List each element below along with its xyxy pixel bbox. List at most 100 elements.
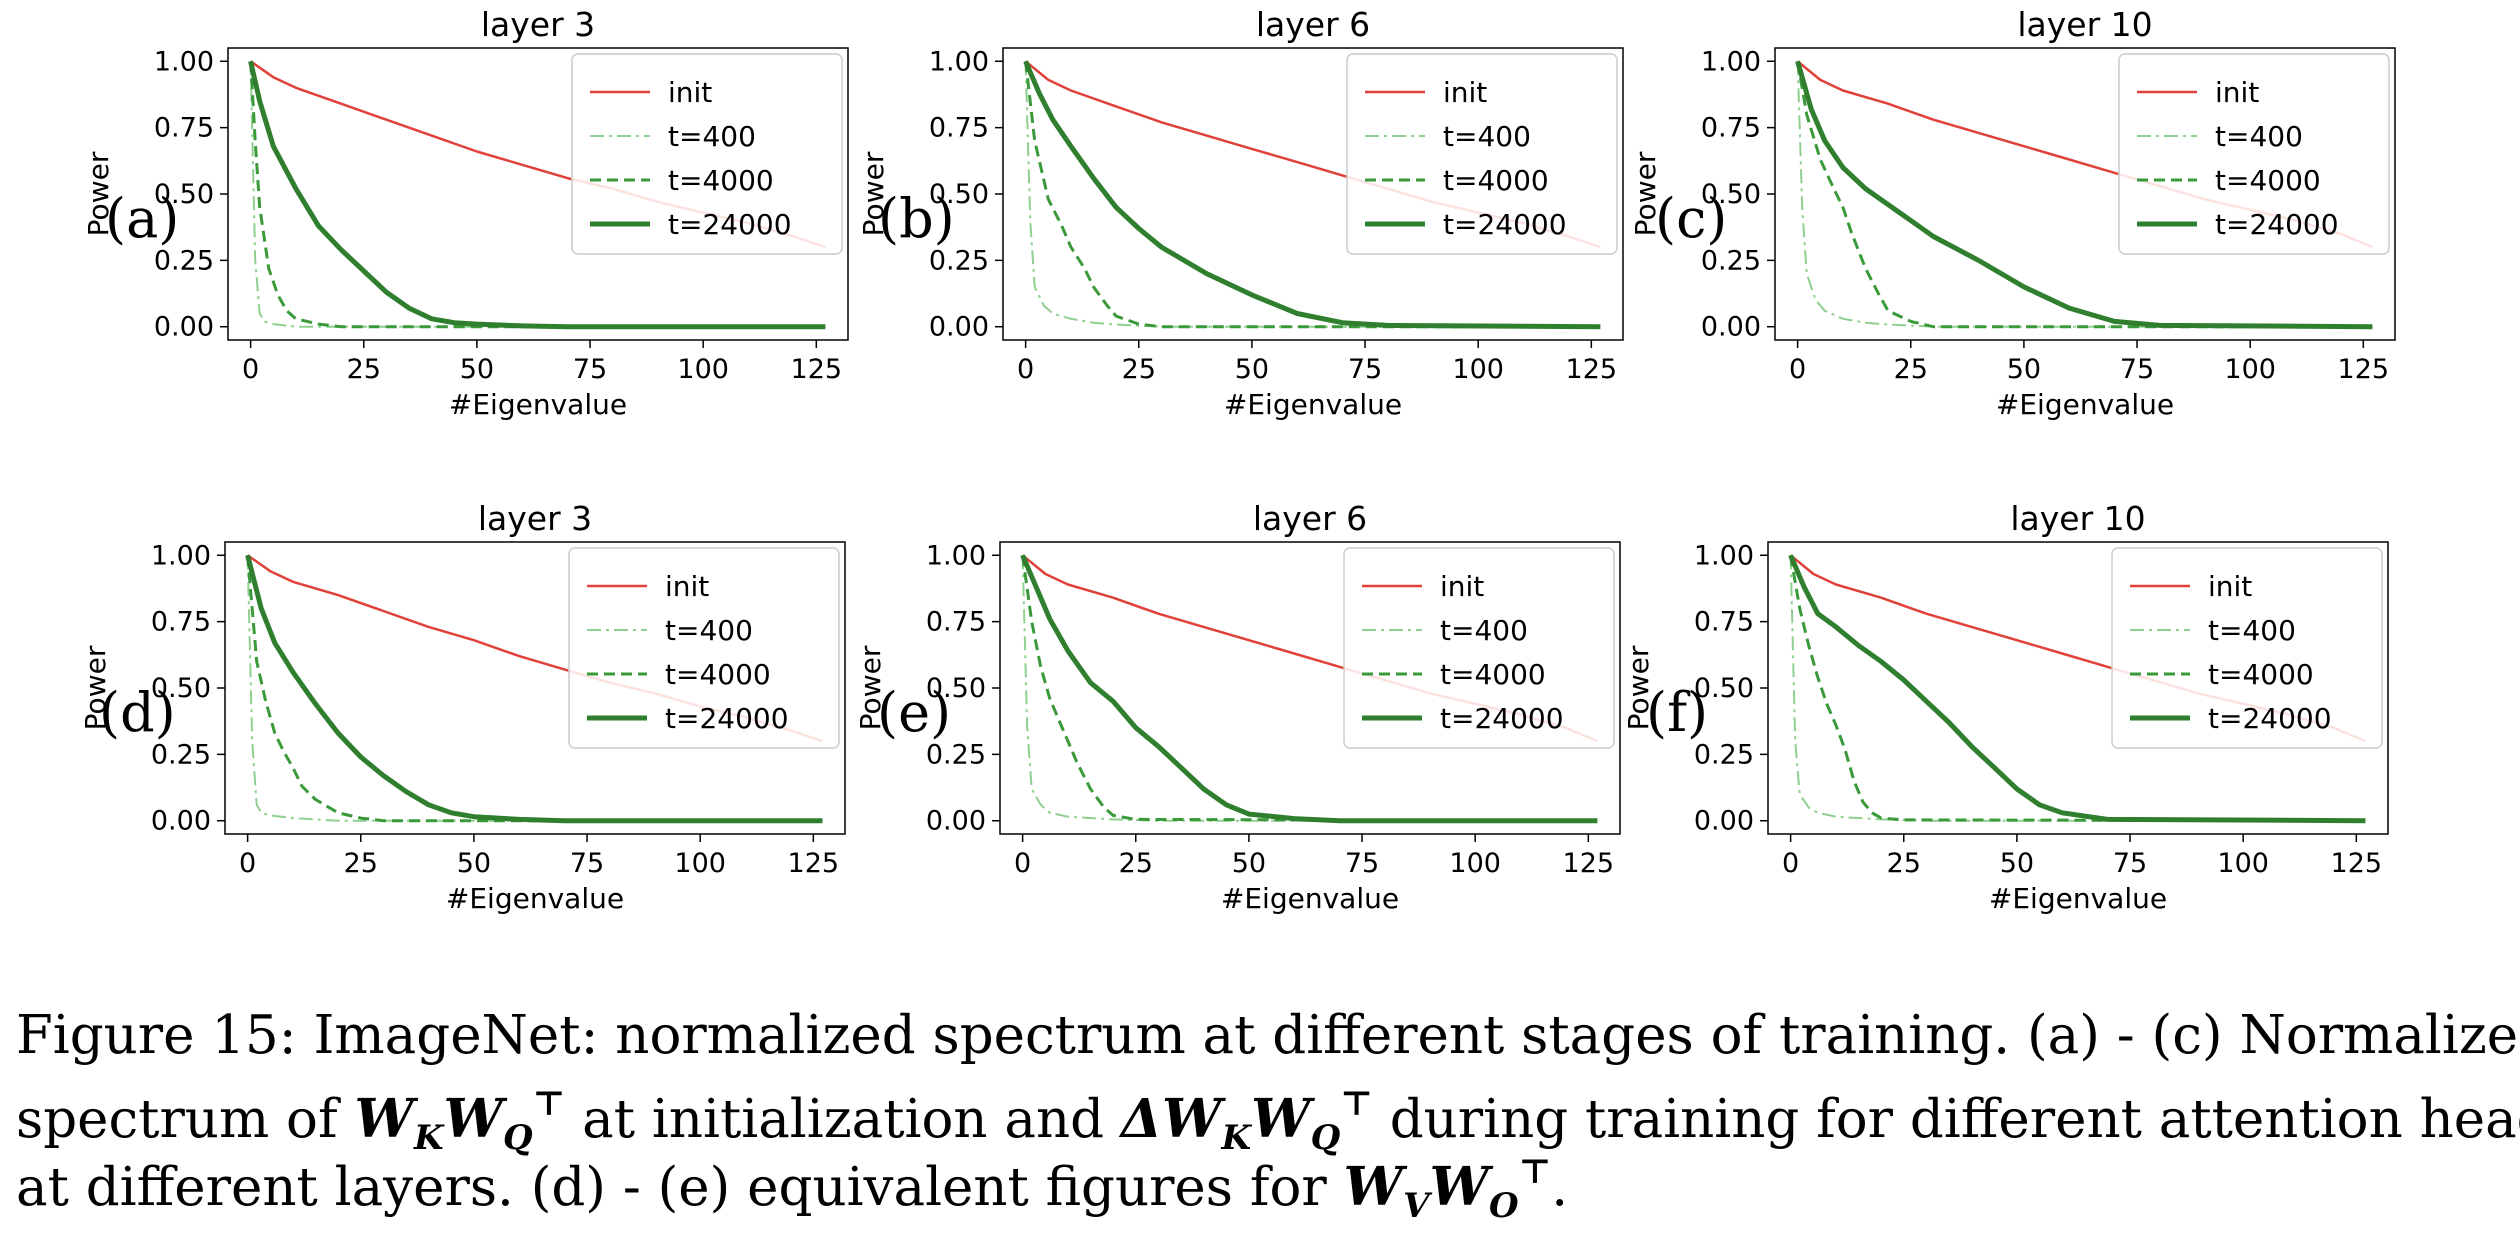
- y-axis-label: Power: [1629, 151, 1662, 236]
- legend-box: [2111, 547, 2383, 749]
- x-tick-label: 100: [1452, 354, 1504, 385]
- x-tick-label: 125: [2338, 354, 2390, 385]
- panel-tag-f: (f): [1646, 681, 1709, 744]
- y-tick-label: 0.25: [151, 739, 211, 770]
- x-tick-label: 100: [677, 354, 729, 385]
- y-tick-label: 0.00: [926, 806, 986, 837]
- y-axis-label: Power: [854, 645, 887, 730]
- chart-title: layer 3: [481, 5, 595, 44]
- y-tick-label: 1.00: [926, 540, 986, 571]
- panel-tag-a: (a): [105, 187, 180, 250]
- chart-panel-1: layer 6 0 25 50 75 100 125 0.00 0.25 0.50 0.75 1.00…: [857, 5, 1624, 421]
- legend-label: t=400: [1443, 120, 1531, 153]
- y-tick-label: 0.50: [154, 179, 214, 210]
- x-tick-label: 0: [1017, 354, 1034, 385]
- math-wv: WV: [1343, 1156, 1430, 1226]
- series-line-t400: [1024, 61, 1601, 328]
- series-line-t4000: [1024, 61, 1601, 329]
- y-tick-label: 0.00: [1694, 806, 1754, 837]
- series-line-t4000: [249, 61, 826, 329]
- x-axis-label: #Eigenvalue: [449, 388, 627, 421]
- x-tick-label: 100: [2217, 848, 2269, 879]
- x-axis-label: #Eigenvalue: [446, 882, 624, 915]
- y-tick-label: 0.25: [1701, 245, 1761, 276]
- y-axis-label: Power: [79, 645, 112, 730]
- chart-panel-5: layer 10 0 25 50 75 100 125 0.00 0.25 0.50 0.75 1.0…: [1622, 499, 2389, 915]
- legend-label: init: [2208, 570, 2252, 603]
- legend-label: t=24000: [1443, 208, 1567, 241]
- x-tick-label: 25: [1894, 354, 1928, 385]
- chart-title: layer 10: [2017, 5, 2152, 44]
- plot-frame: [1774, 47, 2396, 341]
- legend-label: t=24000: [668, 208, 792, 241]
- legend-label: t=24000: [2208, 702, 2332, 735]
- series-line-t4000: [246, 555, 823, 823]
- legend-label: t=4000: [1440, 658, 1546, 691]
- x-axis-label: #Eigenvalue: [1989, 882, 2167, 915]
- caption-text: spectrum of: [16, 1089, 355, 1150]
- panel-tag-d: (d): [99, 681, 176, 744]
- panel-tag-e: (e): [877, 681, 952, 744]
- legend-label: t=4000: [2208, 658, 2314, 691]
- y-tick-label: 0.00: [154, 312, 214, 343]
- caption-text: during training for different attention …: [1372, 1089, 2520, 1150]
- x-tick-label: 0: [1789, 354, 1806, 385]
- series-line-t4000: [1796, 61, 2373, 329]
- y-tick-label: 0.50: [151, 673, 211, 704]
- x-tick-label: 25: [347, 354, 381, 385]
- legend-label: t=4000: [668, 164, 774, 197]
- x-tick-label: 0: [242, 354, 259, 385]
- legend-label: init: [2215, 76, 2259, 109]
- y-tick-label: 1.00: [1694, 540, 1754, 571]
- chart-panel-2: layer 10 0 25 50 75 100 125 0.00 0.25 0.50 0.75 1.0…: [1629, 5, 2396, 421]
- figure-caption: Figure 15: ImageNet: normalized spectrum…: [16, 1002, 2520, 1226]
- series-line-t24000: [1788, 554, 2366, 824]
- x-tick-label: 50: [2007, 354, 2041, 385]
- caption-text: .: [1551, 1157, 1569, 1218]
- x-axis-label: #Eigenvalue: [1221, 882, 1399, 915]
- y-tick-label: 0.75: [154, 113, 214, 144]
- y-tick-label: 0.75: [1694, 607, 1754, 638]
- y-tick-label: 0.50: [929, 179, 989, 210]
- series-line-t400: [246, 555, 823, 822]
- legend-label: init: [665, 570, 709, 603]
- panel-tag-c: (c): [1655, 187, 1728, 250]
- x-tick-label: 125: [2331, 848, 2383, 879]
- legend-box: [2118, 53, 2390, 255]
- chart-panel-3: layer 3 0 25 50 75 100 125 0.00 0.25 0.50 0.75 1.00…: [79, 499, 846, 915]
- x-tick-label: 75: [1348, 354, 1382, 385]
- x-tick-label: 125: [788, 848, 840, 879]
- y-axis-label: Power: [857, 151, 890, 236]
- y-tick-label: 0.75: [926, 607, 986, 638]
- caption-text: at different layers. (d) - (e) equivalen…: [16, 1157, 1344, 1218]
- plot-frame: [1002, 47, 1624, 341]
- math-wo-t: WO⊤: [1429, 1152, 1552, 1226]
- legend-label: t=400: [1440, 614, 1528, 647]
- legend-box: [1346, 53, 1618, 255]
- x-tick-label: 25: [1887, 848, 1921, 879]
- legend-label: init: [1440, 570, 1484, 603]
- plot-frame: [227, 47, 849, 341]
- series-line-t400: [1796, 61, 2373, 328]
- y-tick-label: 0.50: [1694, 673, 1754, 704]
- x-tick-label: 25: [1119, 848, 1153, 879]
- y-tick-label: 0.00: [1701, 312, 1761, 343]
- legend-label: t=4000: [1443, 164, 1549, 197]
- chart-title: layer 6: [1256, 5, 1370, 44]
- x-tick-label: 100: [674, 848, 726, 879]
- legend-label: t=24000: [665, 702, 789, 735]
- legend-label: t=4000: [665, 658, 771, 691]
- y-tick-label: 1.00: [151, 540, 211, 571]
- x-axis-label: #Eigenvalue: [1996, 388, 2174, 421]
- legend-label: t=400: [2208, 614, 2296, 647]
- plot-frame: [999, 541, 1621, 835]
- series-line-t24000: [248, 60, 826, 330]
- caption-line-1: Figure 15: ImageNet: normalized spectrum…: [16, 1005, 2520, 1066]
- charts-svg: layer 3 0 25 50 75 100 125 0.00 0.25 0.50 0.75 1.00…: [79, 5, 2396, 915]
- chart-title: layer 10: [2010, 499, 2145, 538]
- legend-label: init: [668, 76, 712, 109]
- caption-line-2: spectrum of WKWQ⊤ at initialization and …: [16, 1070, 2520, 1158]
- math-delta-wk: ΔWK: [1120, 1088, 1252, 1158]
- x-tick-label: 100: [1449, 848, 1501, 879]
